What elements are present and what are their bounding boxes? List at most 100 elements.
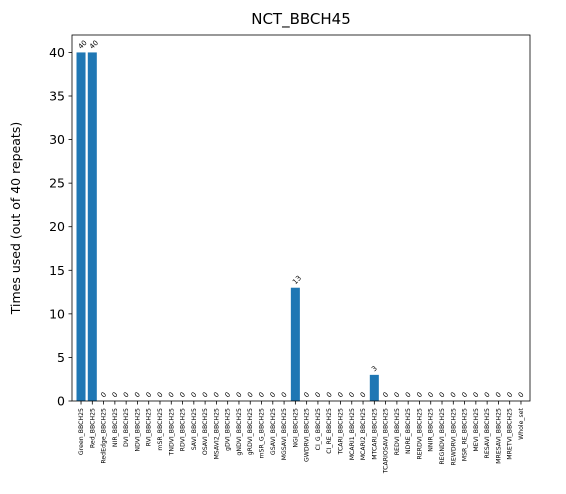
x-tick-label-NNIR_BBCH25: NNIR_BBCH25 xyxy=(428,408,435,452)
x-tick-label-DVI_BBCH25: DVI_BBCH25 xyxy=(123,408,130,447)
value-label-TCARIOSAVI_BBCH25: 0 xyxy=(381,391,390,400)
plot-frame xyxy=(71,34,531,402)
x-tick-label-CI_G_BBCH25: CI_G_BBCH25 xyxy=(315,408,322,450)
x-tick-label-RERDVI_BBCH25: RERDVI_BBCH25 xyxy=(416,408,423,460)
x-tick-label-REWDRVI_BBCH25: REWDRVI_BBCH25 xyxy=(450,408,457,465)
value-label-RDVI_BBCH25: 0 xyxy=(178,391,187,400)
x-tick-label-Whole_set: Whole_set xyxy=(518,407,525,439)
value-label-RVI_BBCH25: 0 xyxy=(144,391,153,400)
bars-layer xyxy=(76,52,379,402)
value-label-GWDRVI_BBCH25: 0 xyxy=(302,391,311,400)
value-label-MCARI2_BBCH25: 0 xyxy=(359,391,368,400)
x-tick-label-MRETVI_BBCH25: MRETVI_BBCH25 xyxy=(507,408,514,460)
value-label-REDVI_BBCH25: 0 xyxy=(393,391,402,400)
value-label-REWDRVI_BBCH25: 0 xyxy=(449,391,458,400)
x-tick-label-RDVI_BBCH25: RDVI_BBCH25 xyxy=(180,408,187,451)
value-label-Green_BBCH25: 40 xyxy=(77,39,89,51)
x-tick-label-MSR_RE_BBCH25: MSR_RE_BBCH25 xyxy=(462,408,469,461)
value-label-NNIR_BBCH25: 0 xyxy=(426,391,435,400)
x-tick-label-GSAVI_BBCH25: GSAVI_BBCH25 xyxy=(270,408,277,455)
x-tick-label-MGSAVI_BBCH25: MGSAVI_BBCH25 xyxy=(281,408,288,460)
value-label-NDVI_BBCH25: 0 xyxy=(133,391,142,400)
bar-Red_BBCH25 xyxy=(87,52,97,402)
x-tick-label-TNDVI_BBCH25: TNDVI_BBCH25 xyxy=(168,408,175,457)
x-tick-label-RedEdge_BBCH25: RedEdge_BBCH25 xyxy=(101,408,108,464)
y-tick-label-5: 5 xyxy=(57,350,65,365)
y-tick-label-0: 0 xyxy=(57,394,65,409)
x-tick-label-REGNDVI_BBCH25: REGNDVI_BBCH25 xyxy=(439,408,446,465)
value-label-MTCARI_BBCH25: 3 xyxy=(370,364,379,373)
value-label-MGSAVI_BBCH25: 0 xyxy=(280,391,289,400)
x-tick-label-Green_BBCH25: Green_BBCH25 xyxy=(78,408,85,455)
x-axis-ticks: Green_BBCH25 Red_BBCH25 RedEdge_BBCH25 NIR_… xyxy=(78,401,525,474)
value-label-NGI_BBCH25: 13 xyxy=(291,274,303,286)
x-tick-label-MEVI_BBCH25: MEVI_BBCH25 xyxy=(473,408,480,452)
x-tick-label-NIR_BBCH25: NIR_BBCH25 xyxy=(112,408,119,447)
x-tick-label-CI_RE_BBCH25: CI_RE_BBCH25 xyxy=(326,408,333,454)
value-label-CI_RE_BBCH25: 0 xyxy=(325,391,334,400)
value-label-gDVI_BBCH25: 0 xyxy=(223,391,232,400)
value-label-RERDVI_BBCH25: 0 xyxy=(415,391,424,400)
x-tick-label-MTCARI_BBCH25: MTCARI_BBCH25 xyxy=(371,408,378,460)
value-label-TCARI_BBCH25: 0 xyxy=(336,391,345,400)
x-tick-label-gRDVI_BBCH25: gRDVI_BBCH25 xyxy=(247,408,254,455)
value-label-Red_BBCH25: 40 xyxy=(88,39,100,51)
value-label-Whole_set: 0 xyxy=(517,391,526,400)
x-tick-label-NGI_BBCH25: NGI_BBCH25 xyxy=(292,408,299,448)
bar-MTCARI_BBCH25 xyxy=(369,374,379,401)
value-label-MRESAVI_BBCH25: 0 xyxy=(494,391,503,400)
bar-NGI_BBCH25 xyxy=(290,287,300,401)
value-label-mSR_BBCH25: 0 xyxy=(156,391,165,400)
value-label-MCARI1_BBCH25: 0 xyxy=(348,391,357,400)
value-label-SAVI_BBCH25: 0 xyxy=(190,391,199,400)
x-tick-label-mSR_BBCH25: mSR_BBCH25 xyxy=(157,408,164,451)
x-tick-label-Red_BBCH25: Red_BBCH25 xyxy=(89,408,96,448)
x-tick-label-RVI_BBCH25: RVI_BBCH25 xyxy=(146,408,153,446)
x-tick-label-REDVI_BBCH25: REDVI_BBCH25 xyxy=(394,408,401,455)
value-label-MSR_RE_BBCH25: 0 xyxy=(460,391,469,400)
y-tick-label-30: 30 xyxy=(49,132,65,147)
y-tick-label-40: 40 xyxy=(49,45,65,60)
value-label-CI_G_BBCH25: 0 xyxy=(314,391,323,400)
x-tick-label-gNDVI_BBCH25: gNDVI_BBCH25 xyxy=(236,408,243,456)
value-label-NDRE_BBCH25: 0 xyxy=(404,391,413,400)
x-tick-label-MSAVI2_BBCH25: MSAVI2_BBCH25 xyxy=(213,408,220,460)
x-tick-label-NDRE_BBCH25: NDRE_BBCH25 xyxy=(405,408,412,454)
x-tick-label-MCARI1_BBCH25: MCARI1_BBCH25 xyxy=(349,408,356,460)
x-tick-label-MCARI2_BBCH25: MCARI2_BBCH25 xyxy=(360,408,367,460)
y-tick-label-20: 20 xyxy=(49,219,65,234)
y-tick-label-25: 25 xyxy=(49,176,65,191)
value-label-OSAVI_BBCH25: 0 xyxy=(201,391,210,400)
y-tick-label-10: 10 xyxy=(49,306,65,321)
x-tick-label-SAVI_BBCH25: SAVI_BBCH25 xyxy=(191,408,198,450)
value-label-DVI_BBCH25: 0 xyxy=(122,391,131,400)
value-label-mSR_G_BBCH25: 0 xyxy=(257,391,266,400)
value-label-MRETVI_BBCH25: 0 xyxy=(505,391,514,400)
value-label-GSAVI_BBCH25: 0 xyxy=(269,391,278,400)
value-label-NIR_BBCH25: 0 xyxy=(111,391,120,400)
x-tick-label-MRESAVI_BBCH25: MRESAVI_BBCH25 xyxy=(495,408,502,464)
value-label-gNDVI_BBCH25: 0 xyxy=(235,391,244,400)
y-tick-label-15: 15 xyxy=(49,263,65,278)
value-label-gRDVI_BBCH25: 0 xyxy=(246,391,255,400)
chart-title: NCT_BBCH45 xyxy=(251,10,351,29)
x-tick-label-gDVI_BBCH25: gDVI_BBCH25 xyxy=(225,408,232,451)
value-label-REGNDVI_BBCH25: 0 xyxy=(438,391,447,400)
x-tick-label-TCARIOSAVI_BBCH25: TCARIOSAVI_BBCH25 xyxy=(383,408,390,474)
y-axis-label: Times used (out of 40 repeats) xyxy=(8,122,23,315)
x-tick-label-NDVI_BBCH25: NDVI_BBCH25 xyxy=(134,408,141,452)
y-tick-label-35: 35 xyxy=(49,89,65,104)
value-label-RESAVI_BBCH25: 0 xyxy=(483,391,492,400)
value-label-MSAVI2_BBCH25: 0 xyxy=(212,391,221,400)
x-tick-label-TCARI_BBCH25: TCARI_BBCH25 xyxy=(337,408,344,455)
x-tick-label-mSR_G_BBCH25: mSR_G_BBCH25 xyxy=(259,408,266,459)
x-tick-label-GWDRVI_BBCH25: GWDRVI_BBCH25 xyxy=(304,408,311,462)
y-axis-ticks: 0 5 10 15 20 25 30 35 40 xyxy=(49,45,72,409)
bar-Green_BBCH25 xyxy=(76,52,86,402)
x-tick-label-RESAVI_BBCH25: RESAVI_BBCH25 xyxy=(484,408,491,459)
value-label-MEVI_BBCH25: 0 xyxy=(472,391,481,400)
value-label-RedEdge_BBCH25: 0 xyxy=(99,391,108,400)
